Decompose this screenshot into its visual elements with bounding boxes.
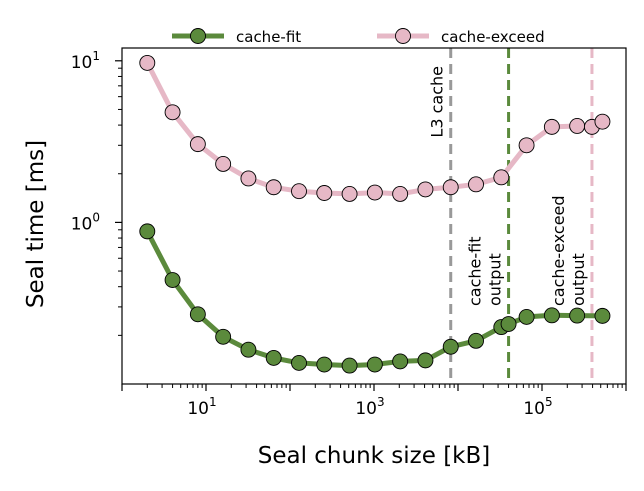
data-point-cache-fit-0 xyxy=(139,223,156,240)
data-point-cache-fit-11 xyxy=(417,352,434,369)
data-point-cache-fit-18 xyxy=(569,307,586,324)
data-point-cache-fit-19 xyxy=(594,307,611,324)
data-point-cache-fit-7 xyxy=(316,356,333,373)
series-line-cache-exceed xyxy=(145,61,604,197)
data-point-cache-fit-5 xyxy=(265,349,282,366)
data-point-cache-fit-3 xyxy=(215,328,232,345)
data-point-cache-exceed-6 xyxy=(291,183,307,200)
data-point-cache-exceed-11 xyxy=(417,181,434,198)
x-tick-label-1: 103 xyxy=(355,395,384,419)
data-point-cache-fit-4 xyxy=(240,341,257,358)
data-point-cache-fit-2 xyxy=(189,306,206,323)
data-point-cache-fit-9 xyxy=(366,356,383,373)
vline-annotation-0: L3 cache xyxy=(428,66,447,138)
data-point-cache-exceed-0 xyxy=(139,54,156,71)
data-point-cache-fit-6 xyxy=(291,354,307,371)
legend: cache-fit cache-exceed xyxy=(172,28,545,46)
vline-label-1-0: cache-fit xyxy=(466,236,485,306)
legend-marker-cache-fit xyxy=(190,28,206,44)
vline-annotation-1: cache-fit output xyxy=(466,236,505,306)
data-point-cache-exceed-1 xyxy=(164,104,181,121)
data-point-cache-fit-16 xyxy=(518,308,535,325)
data-point-cache-exceed-14 xyxy=(493,169,510,186)
data-point-cache-exceed-19 xyxy=(594,113,611,130)
series-line-cache-fit xyxy=(145,230,603,369)
legend-label-cache-fit: cache-fit xyxy=(236,28,301,46)
vline-label-1-1: output xyxy=(486,253,505,306)
data-point-cache-fit-10 xyxy=(392,353,409,370)
data-point-cache-exceed-17 xyxy=(569,118,586,134)
x-tick-label-2: 105 xyxy=(523,395,552,419)
data-point-cache-fit-1 xyxy=(164,272,181,288)
data-point-cache-exceed-2 xyxy=(189,136,206,153)
data-point-cache-exceed-5 xyxy=(265,179,282,196)
vline-annotation-2: cache-exceed output xyxy=(549,195,588,306)
y-tick-label-1: 101 xyxy=(71,49,100,73)
data-point-cache-exceed-15 xyxy=(518,137,535,154)
data-point-cache-exceed-3 xyxy=(215,155,232,172)
data-point-cache-fit-12 xyxy=(442,338,459,355)
data-point-cache-exceed-16 xyxy=(543,118,560,135)
data-point-cache-fit-8 xyxy=(341,357,358,374)
data-point-cache-exceed-12 xyxy=(442,179,459,196)
y-tick-label-0: 100 xyxy=(71,210,100,234)
vline-label-0-0: L3 cache xyxy=(428,66,447,138)
legend-marker-cache-exceed xyxy=(395,28,411,44)
data-point-cache-exceed-9 xyxy=(366,184,383,201)
data-point-cache-exceed-7 xyxy=(316,185,333,201)
data-point-cache-exceed-4 xyxy=(240,170,257,187)
x-tick-label-0: 101 xyxy=(187,395,216,419)
data-point-cache-fit-15 xyxy=(500,316,517,332)
vline-label-2-0: cache-exceed xyxy=(549,195,568,306)
legend-label-cache-exceed: cache-exceed xyxy=(441,28,545,46)
data-point-cache-exceed-8 xyxy=(341,185,358,202)
y-axis-label: Seal time [ms] xyxy=(23,140,49,308)
data-point-cache-fit-17 xyxy=(543,307,560,324)
data-point-cache-fit-13 xyxy=(468,332,484,349)
x-axis-label: Seal chunk size [kB] xyxy=(258,443,491,469)
data-point-cache-exceed-13 xyxy=(468,176,484,193)
data-point-cache-exceed-10 xyxy=(392,185,409,202)
plot-frame xyxy=(121,47,627,385)
vline-label-2-1: output xyxy=(569,253,588,306)
